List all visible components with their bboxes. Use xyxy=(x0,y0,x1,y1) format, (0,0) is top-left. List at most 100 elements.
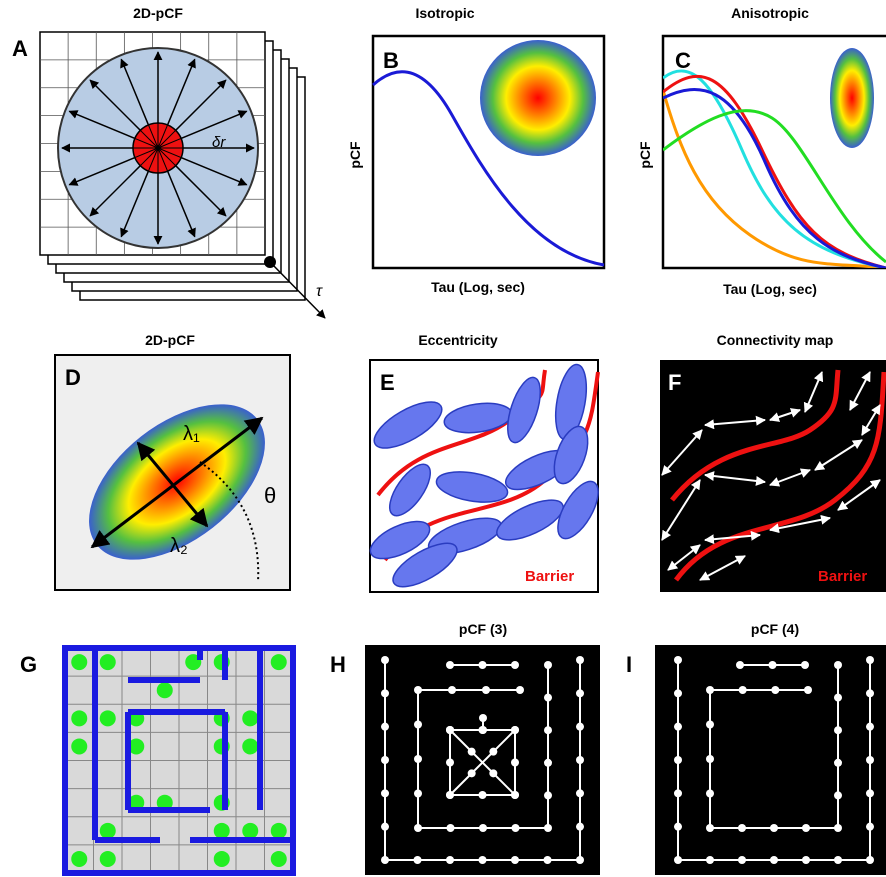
node xyxy=(381,823,389,831)
node xyxy=(576,823,584,831)
node xyxy=(674,856,682,864)
node xyxy=(511,726,519,734)
node xyxy=(771,686,779,694)
node xyxy=(414,755,422,763)
panel-label: B xyxy=(383,48,399,73)
y-axis-label: pCF xyxy=(637,141,653,169)
panel-title: 2D-pCF xyxy=(133,5,183,21)
node xyxy=(544,824,552,832)
agent xyxy=(100,851,116,867)
node xyxy=(866,756,874,764)
agent xyxy=(271,851,287,867)
node xyxy=(544,694,552,702)
node xyxy=(706,824,714,832)
x-axis-label: Tau (Log, sec) xyxy=(723,281,817,297)
agent xyxy=(100,823,116,839)
node xyxy=(479,661,487,669)
agent xyxy=(157,682,173,698)
node xyxy=(511,856,519,864)
node xyxy=(866,656,874,664)
panel-title: 2D-pCF xyxy=(145,332,195,348)
node xyxy=(381,689,389,697)
node xyxy=(381,656,389,664)
panel-label: C xyxy=(675,48,691,73)
node xyxy=(769,661,777,669)
node xyxy=(576,689,584,697)
node xyxy=(381,723,389,731)
panel-label: A xyxy=(12,36,28,61)
panel-frame xyxy=(655,645,886,875)
node xyxy=(544,759,552,767)
node xyxy=(479,726,487,734)
agent xyxy=(242,710,258,726)
node xyxy=(866,689,874,697)
node xyxy=(801,661,809,669)
node xyxy=(511,791,519,799)
node xyxy=(674,789,682,797)
agent xyxy=(242,823,258,839)
agent xyxy=(100,654,116,670)
agent xyxy=(71,710,87,726)
panel-label: G xyxy=(20,652,37,677)
barrier-label: Barrier xyxy=(818,568,867,585)
maze-grid xyxy=(65,648,293,873)
node xyxy=(706,790,714,798)
agent xyxy=(71,851,87,867)
node xyxy=(576,789,584,797)
node xyxy=(674,689,682,697)
node xyxy=(738,824,746,832)
node xyxy=(770,856,778,864)
node xyxy=(512,824,520,832)
node xyxy=(834,661,842,669)
node xyxy=(834,856,842,864)
panel-title: pCF (4) xyxy=(751,621,799,637)
node xyxy=(834,694,842,702)
node xyxy=(479,856,487,864)
agent xyxy=(271,654,287,670)
panel-label: D xyxy=(65,365,81,390)
node xyxy=(446,726,454,734)
node xyxy=(468,769,476,777)
panel-label: F xyxy=(668,370,681,395)
psf-isotropic xyxy=(480,40,596,156)
node xyxy=(448,686,456,694)
node xyxy=(674,723,682,731)
node xyxy=(414,790,422,798)
node xyxy=(674,656,682,664)
psf-anisotropic xyxy=(830,48,874,148)
node xyxy=(738,856,746,864)
panel-label: H xyxy=(330,652,346,677)
panel-a xyxy=(40,32,325,318)
agent xyxy=(71,738,87,754)
barrier-label: Barrier xyxy=(525,568,574,585)
node xyxy=(446,759,454,767)
node xyxy=(576,756,584,764)
node xyxy=(706,856,714,864)
panel-title: Connectivity map xyxy=(717,332,834,348)
node xyxy=(706,721,714,729)
node xyxy=(866,723,874,731)
node xyxy=(381,756,389,764)
agent xyxy=(242,738,258,754)
panel-title: pCF (3) xyxy=(459,621,507,637)
agent xyxy=(100,710,116,726)
agent xyxy=(214,851,230,867)
panel-label: I xyxy=(626,652,632,677)
node xyxy=(866,789,874,797)
y-axis-label: pCF xyxy=(347,141,363,169)
axis-label: τ xyxy=(316,283,323,300)
figure: 2D-pCF A δr τ Isotropic B pCF Tau (Log, … xyxy=(0,0,886,877)
major-axis-label: λ₁ xyxy=(183,423,200,445)
node xyxy=(479,714,487,722)
node xyxy=(739,686,747,694)
node xyxy=(468,748,476,756)
node xyxy=(802,856,810,864)
x-axis-label: Tau (Log, sec) xyxy=(431,279,525,295)
node xyxy=(834,726,842,734)
node xyxy=(381,856,389,864)
node xyxy=(544,791,552,799)
node xyxy=(447,824,455,832)
radius-label: δr xyxy=(212,134,226,151)
node xyxy=(706,755,714,763)
node xyxy=(446,791,454,799)
